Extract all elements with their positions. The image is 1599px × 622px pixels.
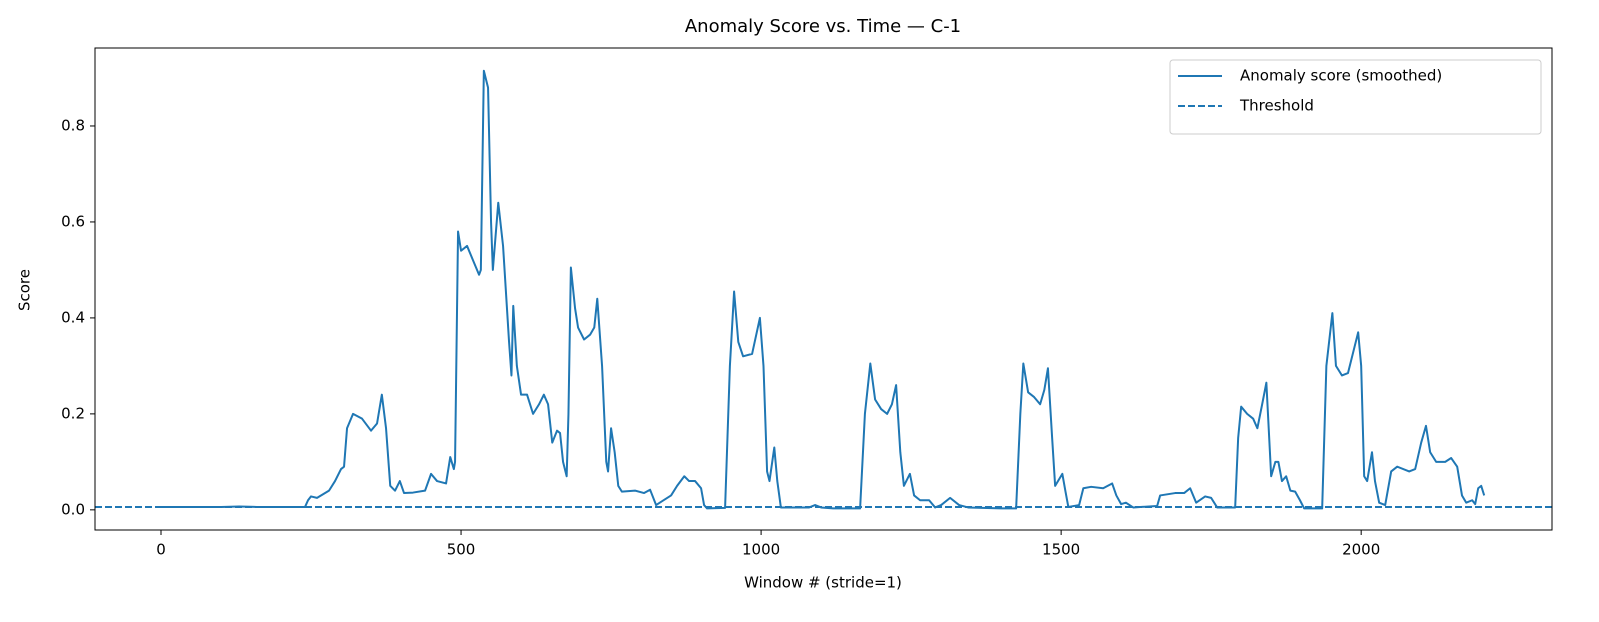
legend-label: Threshold [1239, 97, 1314, 115]
series-line [161, 69, 1486, 510]
x-tick-label: 0 [156, 541, 166, 559]
y-tick-label: 0.6 [61, 212, 85, 230]
x-tick-label: 2000 [1342, 541, 1380, 559]
y-tick-label: 0.2 [61, 404, 85, 422]
y-tick-label: 0.8 [61, 116, 85, 134]
x-tick-label: 500 [447, 541, 476, 559]
plot-frame [94, 47, 1553, 531]
legend-box [1169, 59, 1542, 135]
x-axis-label: Window # (stride=1) [744, 574, 902, 592]
y-tick-label: 0.0 [61, 500, 85, 518]
y-axis-label: Score [16, 269, 34, 311]
x-tick-label: 1000 [742, 541, 780, 559]
chart-title: Anomaly Score vs. Time — C-1 [685, 16, 961, 37]
y-tick-label: 0.4 [61, 308, 85, 326]
x-tick-label: 1500 [1042, 541, 1080, 559]
legend-label: Anomaly score (smoothed) [1240, 67, 1442, 85]
